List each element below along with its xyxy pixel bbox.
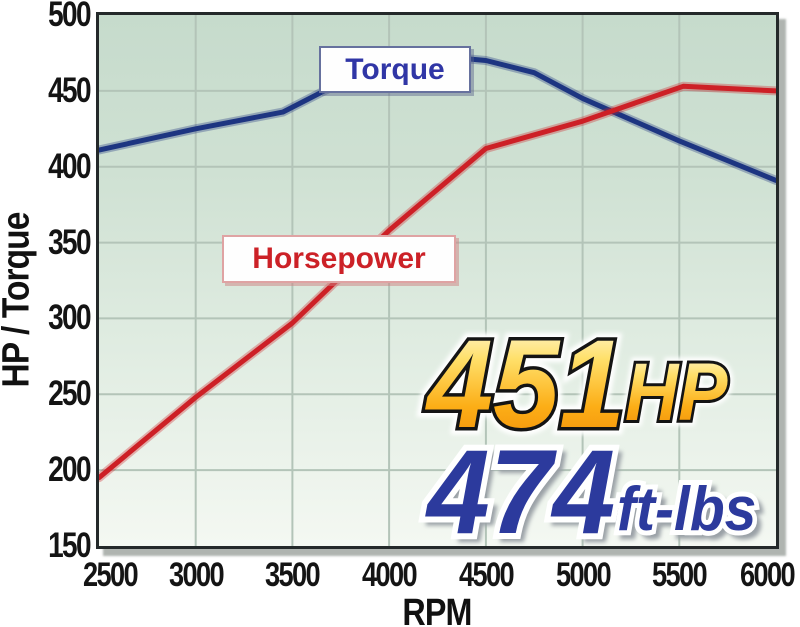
tq-peak-unit: ft-lbs <box>617 474 756 544</box>
tq-peak-value: 474 <box>425 425 615 559</box>
tq-unit-shadow: ft-lbs <box>622 479 761 549</box>
y-tick-label: 350 <box>48 223 92 262</box>
plot-area: Torque Horsepower <box>96 12 779 549</box>
hp-peak-unit: HP <box>625 345 728 438</box>
horsepower-curve <box>99 83 776 481</box>
y-tick-label: 500 <box>48 0 92 34</box>
y-tick-label: 250 <box>48 374 92 413</box>
x-tick-label: 2500 <box>82 556 139 594</box>
x-axis-title: RPM <box>402 592 472 627</box>
horsepower-series-label: Horsepower <box>222 235 456 283</box>
x-tick-label: 4500 <box>458 556 515 594</box>
x-tick-label: 4000 <box>361 556 418 594</box>
y-tick-label: 450 <box>48 71 92 110</box>
hp-peak-value: 451 <box>424 314 625 453</box>
x-tick-label: 5500 <box>651 556 708 594</box>
tq-value-outline: 474 <box>425 425 615 559</box>
x-tick-label: 5000 <box>555 556 612 594</box>
tq-unit-outline: ft-lbs <box>617 474 756 544</box>
torque-series-label: Torque <box>319 46 471 93</box>
horsepower-series-label-text: Horsepower <box>252 242 426 275</box>
x-tick-label: 6000 <box>739 556 796 594</box>
y-tick-label: 400 <box>48 147 92 186</box>
hp-value-glow: 451 <box>424 314 625 453</box>
torque-series-label-text: Torque <box>345 52 445 86</box>
hp-unit-glow: HP <box>625 345 728 438</box>
x-tick-label: 3000 <box>168 556 225 594</box>
peak-values-callout: 451 HP 474 ft-lbs 474 <box>417 307 765 568</box>
tq-value-shadow: 474 <box>430 430 620 564</box>
x-tick-label: 3500 <box>264 556 321 594</box>
y-tick-label: 150 <box>48 526 92 565</box>
y-tick-label: 300 <box>48 298 92 337</box>
y-tick-label: 200 <box>48 450 92 489</box>
y-axis-title: HP / Torque <box>0 212 38 388</box>
